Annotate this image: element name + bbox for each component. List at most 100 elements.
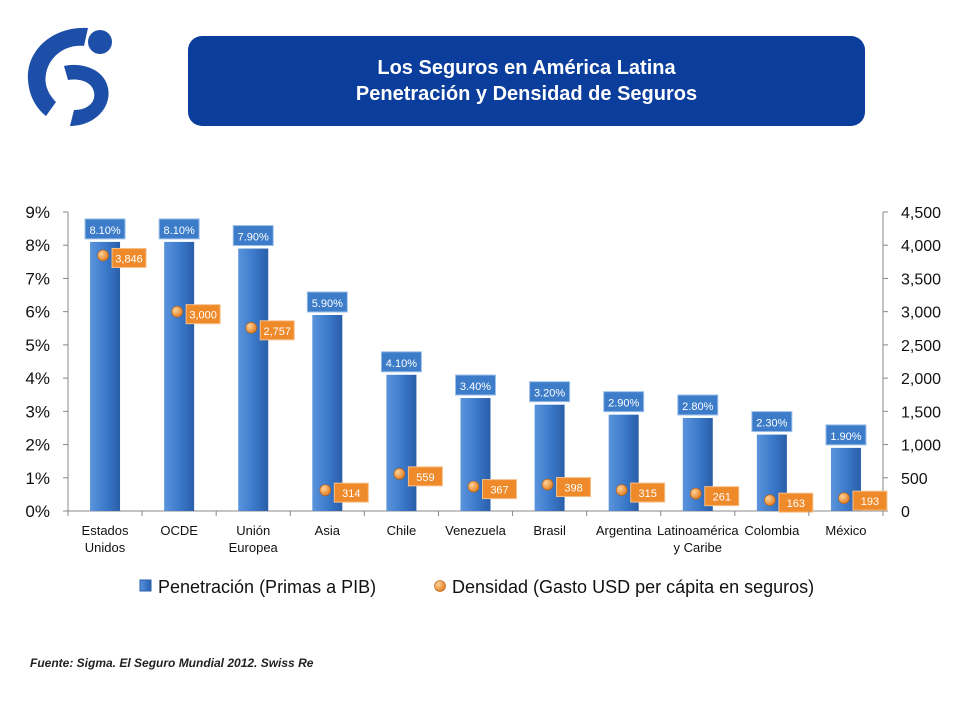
bar-value-label: 7.90% bbox=[238, 232, 269, 244]
y-right-tick-label: 3,000 bbox=[901, 305, 941, 322]
density-marker bbox=[171, 305, 183, 318]
page-title-line1: Los Seguros en América Latina bbox=[377, 57, 676, 79]
density-marker bbox=[541, 478, 554, 491]
density-value-label: 193 bbox=[861, 496, 879, 508]
category-label: Unión bbox=[236, 523, 270, 538]
bar-label-box bbox=[380, 351, 422, 373]
y-left-tick-label: 9% bbox=[25, 203, 50, 222]
y-left-tick-label: 7% bbox=[25, 269, 50, 288]
bar-label-box bbox=[603, 391, 645, 413]
bar-label-box bbox=[158, 218, 200, 240]
category-label: Estados bbox=[82, 523, 129, 538]
page-title-line2: Penetración y Densidad de Seguros bbox=[355, 83, 698, 105]
density-marker bbox=[615, 484, 628, 496]
bar-value-label: 3.40% bbox=[460, 381, 491, 393]
density-label-box bbox=[111, 247, 147, 268]
density-value-label: 3,846 bbox=[115, 253, 143, 265]
bar-label-box bbox=[825, 424, 867, 446]
density-value-label: 2,757 bbox=[263, 326, 291, 338]
y-left-tick-label: 1% bbox=[25, 469, 50, 488]
bar-label-box bbox=[455, 374, 496, 396]
category-label: México bbox=[825, 523, 866, 538]
y-right-tick-label: 0 bbox=[901, 504, 910, 521]
bar-value-label: 2.90% bbox=[608, 398, 639, 410]
bar-label-box bbox=[529, 381, 571, 403]
bar-value-label: 5.90% bbox=[312, 298, 343, 310]
legend-swatch-density bbox=[434, 580, 446, 592]
bar bbox=[164, 241, 195, 511]
logo-arc-icon bbox=[27, 27, 88, 116]
density-marker bbox=[245, 322, 258, 334]
density-label-box bbox=[630, 482, 666, 503]
y-right-tick-label: 2,500 bbox=[901, 338, 941, 355]
category-label: Colombia bbox=[744, 523, 800, 538]
bar bbox=[90, 241, 121, 511]
y-right-tick-label: 4,500 bbox=[901, 205, 941, 222]
density-label-box bbox=[778, 492, 814, 513]
density-label-box bbox=[556, 477, 592, 498]
bar-label-box bbox=[232, 225, 274, 247]
bar-label-box bbox=[751, 411, 793, 433]
bar-label-box bbox=[677, 394, 719, 416]
density-label-box bbox=[333, 482, 369, 503]
category-label: Latinoamérica bbox=[657, 523, 739, 538]
bar-label-box bbox=[306, 291, 348, 313]
title-banner: Los Seguros en América Latina Penetració… bbox=[188, 36, 865, 126]
density-marker bbox=[838, 492, 850, 504]
company-logo bbox=[27, 27, 112, 126]
density-marker bbox=[764, 494, 776, 506]
bar-value-label: 2.80% bbox=[682, 401, 713, 413]
y-left-tick-label: 8% bbox=[25, 236, 50, 255]
y-left-tick-label: 0% bbox=[25, 502, 50, 521]
bar bbox=[312, 314, 343, 511]
category-label: Argentina bbox=[596, 523, 652, 538]
density-label-box bbox=[852, 490, 888, 511]
y-right-tick-label: 500 bbox=[901, 471, 928, 488]
bar-value-label: 2.30% bbox=[756, 418, 787, 430]
legend-label-densidad: Densidad (Gasto USD per cápita en seguro… bbox=[452, 577, 814, 597]
density-label-box bbox=[185, 304, 221, 325]
density-label-box bbox=[259, 320, 295, 341]
y-right-tick-label: 1,500 bbox=[901, 404, 941, 421]
density-value-label: 559 bbox=[416, 472, 434, 484]
bar-value-label: 8.10% bbox=[89, 225, 120, 237]
density-value-label: 398 bbox=[564, 483, 582, 495]
y-left-tick-label: 4% bbox=[25, 369, 50, 388]
density-label-box bbox=[482, 479, 517, 500]
y-left-tick-label: 6% bbox=[25, 303, 50, 322]
category-label: Brasil bbox=[533, 523, 566, 538]
bar bbox=[238, 248, 269, 512]
density-value-label: 315 bbox=[639, 488, 657, 500]
density-value-label: 3,000 bbox=[189, 310, 217, 322]
density-value-label: 314 bbox=[342, 488, 360, 500]
legend-label-penetracion: Penetración (Primas a PIB) bbox=[158, 577, 376, 597]
category-label: Unidos bbox=[85, 540, 126, 555]
bar-value-label: 3.20% bbox=[534, 388, 565, 400]
legend-swatch-bar bbox=[139, 579, 152, 592]
logo-hook-icon bbox=[64, 64, 109, 126]
category-label: y Caribe bbox=[674, 540, 722, 555]
bar-value-label: 8.10% bbox=[164, 225, 195, 237]
category-label: Europea bbox=[229, 540, 279, 555]
category-label: OCDE bbox=[160, 523, 198, 538]
y-right-tick-label: 2,000 bbox=[901, 371, 941, 388]
bar bbox=[386, 374, 417, 511]
source-note: Fuente: Sigma. El Seguro Mundial 2012. S… bbox=[30, 656, 314, 670]
density-marker bbox=[393, 468, 406, 480]
y-right-tick-label: 4,000 bbox=[901, 238, 941, 255]
y-left-tick-label: 2% bbox=[25, 436, 50, 455]
y-left-tick-label: 5% bbox=[25, 336, 50, 355]
bar-value-label: 1.90% bbox=[830, 431, 861, 443]
category-label: Asia bbox=[315, 523, 341, 538]
density-marker bbox=[467, 480, 480, 493]
y-right-tick-label: 3,500 bbox=[901, 271, 941, 288]
y-right-tick-label: 1,000 bbox=[901, 438, 941, 455]
category-label: Venezuela bbox=[445, 523, 506, 538]
bar-value-label: 4.10% bbox=[386, 358, 417, 370]
density-marker bbox=[97, 249, 109, 262]
category-label: Chile bbox=[387, 523, 417, 538]
density-marker bbox=[689, 487, 702, 500]
density-marker bbox=[319, 484, 332, 496]
density-value-label: 163 bbox=[787, 498, 805, 510]
